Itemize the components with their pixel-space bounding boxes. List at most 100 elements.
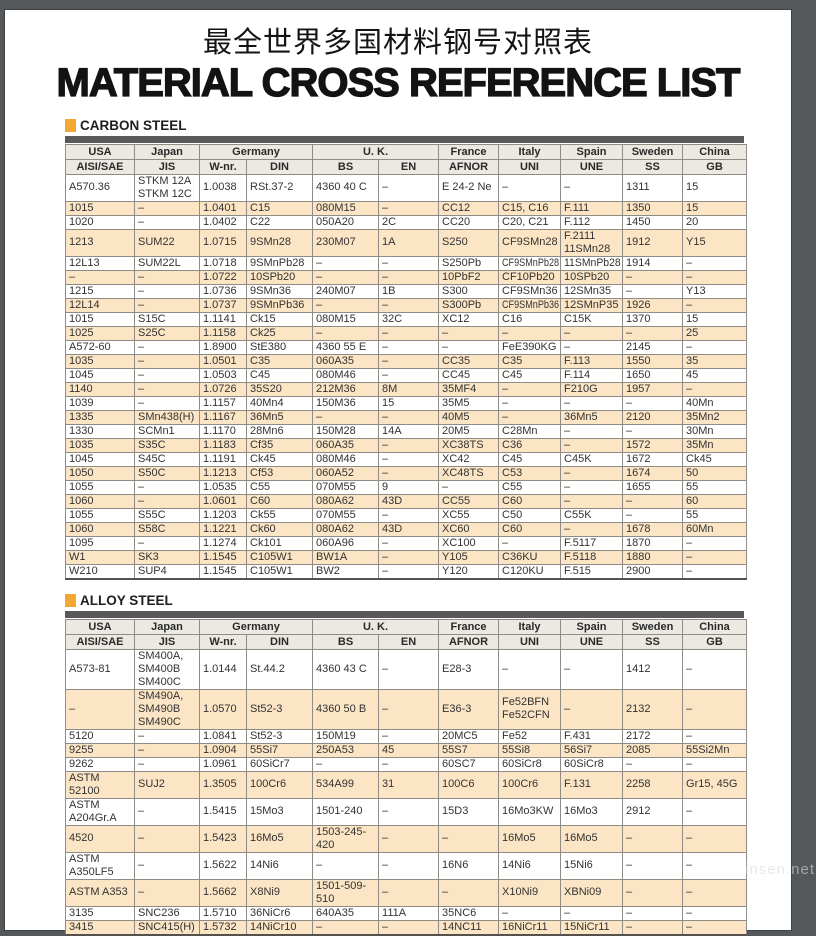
column-standard-header: SS bbox=[622, 633, 684, 650]
table-cell: – bbox=[498, 173, 562, 202]
table-cell: 050A20 bbox=[312, 214, 380, 230]
table-cell: 1914 bbox=[622, 255, 684, 271]
table-cell: 55Si2Mn bbox=[682, 742, 748, 758]
column-standard-header: DIN bbox=[245, 633, 314, 650]
table-cell: SK3 bbox=[134, 549, 200, 565]
table-cell: 1.1170 bbox=[199, 423, 247, 439]
table-cell: 4360 50 B bbox=[312, 688, 380, 730]
table-cell: CF9SMnPb36 bbox=[498, 297, 562, 313]
table-cell: 1550 bbox=[622, 353, 684, 369]
table-cell: 9SMn36 bbox=[245, 283, 314, 299]
table-cell: 1.1157 bbox=[199, 395, 247, 411]
table-cell: 100Cr6 bbox=[245, 770, 314, 799]
table-cell: 9 bbox=[378, 479, 440, 495]
table-cell: – bbox=[378, 824, 440, 853]
table-cell: 1.0841 bbox=[199, 728, 247, 744]
table-cell: – bbox=[682, 549, 748, 565]
table-cell: 150M19 bbox=[312, 728, 380, 744]
column-standard-header: JIS bbox=[134, 633, 200, 650]
table-cell: – bbox=[622, 423, 684, 439]
table-cell: 1.1545 bbox=[199, 563, 247, 580]
table-row: – –1.0722 10SPb20– –10PbF2 CF10Pb20 10SPb20– – bbox=[65, 269, 748, 285]
table-cell: 16NiCr11 bbox=[498, 919, 562, 936]
table-cell: 1.0144 bbox=[199, 648, 247, 690]
table-cell: 1350 bbox=[622, 200, 684, 216]
table-row: 1035–1.0501 C35 060A35– CC35 C35 F.113 1550 35 bbox=[65, 353, 748, 369]
table-cell: 14NiCr10 bbox=[245, 919, 314, 936]
table-cell: – bbox=[312, 409, 380, 425]
table-cell: SM490A, SM490B SM490C bbox=[134, 688, 200, 730]
table-cell: 3135 bbox=[65, 905, 135, 921]
table-cell: St52-3 bbox=[245, 728, 314, 744]
table-cell: 2258 bbox=[622, 770, 684, 799]
table-cell: 56Si7 bbox=[560, 742, 624, 758]
table-cell: CF9SMn28 bbox=[498, 228, 562, 257]
table-cell: 240M07 bbox=[312, 283, 380, 299]
table-cell: Cf35 bbox=[245, 437, 314, 453]
table-cell: S58C bbox=[134, 521, 200, 537]
table-cell: SUP4 bbox=[134, 563, 200, 580]
table-cell: 15 bbox=[682, 311, 748, 327]
column-country-header: France bbox=[438, 143, 500, 160]
table-cell: 1.1141 bbox=[199, 311, 247, 327]
table-cell: ASTM A204Gr.A bbox=[65, 797, 135, 826]
table-cell: – bbox=[560, 493, 624, 509]
table-cell: 1370 bbox=[622, 311, 684, 327]
table-cell: – bbox=[134, 493, 200, 509]
table-cell: C105W1 bbox=[245, 549, 314, 565]
table-cell: X10Ni9 bbox=[498, 878, 562, 907]
column-country-header: Germany bbox=[198, 143, 314, 160]
table-cell: C55 bbox=[498, 479, 562, 495]
table-top-bar bbox=[65, 135, 744, 143]
table-cell: C45K bbox=[560, 451, 624, 467]
table-cell: – bbox=[682, 851, 748, 880]
table-cell: – bbox=[378, 451, 440, 467]
table-cell: STKM 12A STKM 12C bbox=[134, 173, 200, 202]
table-cell: – bbox=[312, 756, 380, 772]
table-cell: 1330 bbox=[65, 423, 135, 439]
column-country-header: Japan bbox=[134, 143, 200, 160]
table-cell: – bbox=[134, 756, 200, 772]
table-cell: 1.0715 bbox=[199, 228, 247, 257]
table-cell: – bbox=[134, 283, 200, 299]
table-row: 1050 S50C 1.1213 Cf53 060A52– XC48TS C53–1674 5… bbox=[65, 465, 748, 481]
table-cell: 12L14 bbox=[65, 297, 135, 313]
table-cell: – bbox=[378, 797, 440, 826]
table-cell: – bbox=[560, 648, 624, 690]
table-cell: 15D3 bbox=[438, 797, 500, 826]
table-cell: 1.1274 bbox=[199, 535, 247, 551]
table-cell: – bbox=[622, 905, 684, 921]
table-cell: 60 bbox=[682, 493, 748, 509]
table-cell: C55K bbox=[560, 507, 624, 523]
table-cell: – bbox=[312, 325, 380, 341]
table-cell: 16Mo3 bbox=[560, 797, 624, 826]
table-cell: 1.0401 bbox=[199, 200, 247, 216]
table-cell: 1912 bbox=[622, 228, 684, 257]
table-cell: 9SMnPb36 bbox=[245, 297, 314, 313]
table-cell: 1.0501 bbox=[199, 353, 247, 369]
table-cell: 2172 bbox=[622, 728, 684, 744]
table-cell: 1045 bbox=[65, 451, 135, 467]
table-cell: 1025 bbox=[65, 325, 135, 341]
table-cell: 1678 bbox=[622, 521, 684, 537]
table-cell: – bbox=[134, 728, 200, 744]
table-cell: – bbox=[622, 325, 684, 341]
column-country-header: Italy bbox=[498, 618, 562, 635]
table-cell: – bbox=[682, 919, 748, 936]
table-cell: 1.8900 bbox=[199, 339, 247, 355]
table-cell: – bbox=[378, 339, 440, 355]
table-cell: 30Mn bbox=[682, 423, 748, 439]
table-cell: 1.5423 bbox=[199, 824, 247, 853]
table-cell: E 24-2 Ne bbox=[438, 173, 500, 202]
column-standard-header: GB bbox=[682, 158, 748, 175]
table-cell: 1060 bbox=[65, 493, 135, 509]
table-cell: 4520 bbox=[65, 824, 135, 853]
table-cell: – bbox=[622, 395, 684, 411]
table-cell: 45 bbox=[682, 367, 748, 383]
watermark: insen.net bbox=[745, 861, 815, 878]
column-standard-header: JIS bbox=[134, 158, 200, 175]
table-cell: 32C bbox=[378, 311, 440, 327]
table-cell: – bbox=[622, 283, 684, 299]
table-row: 1015–1.0401 C15 080M15– CC12 C15, C16 F.111 13… bbox=[65, 200, 748, 216]
table-cell: 28Mn6 bbox=[245, 423, 314, 439]
